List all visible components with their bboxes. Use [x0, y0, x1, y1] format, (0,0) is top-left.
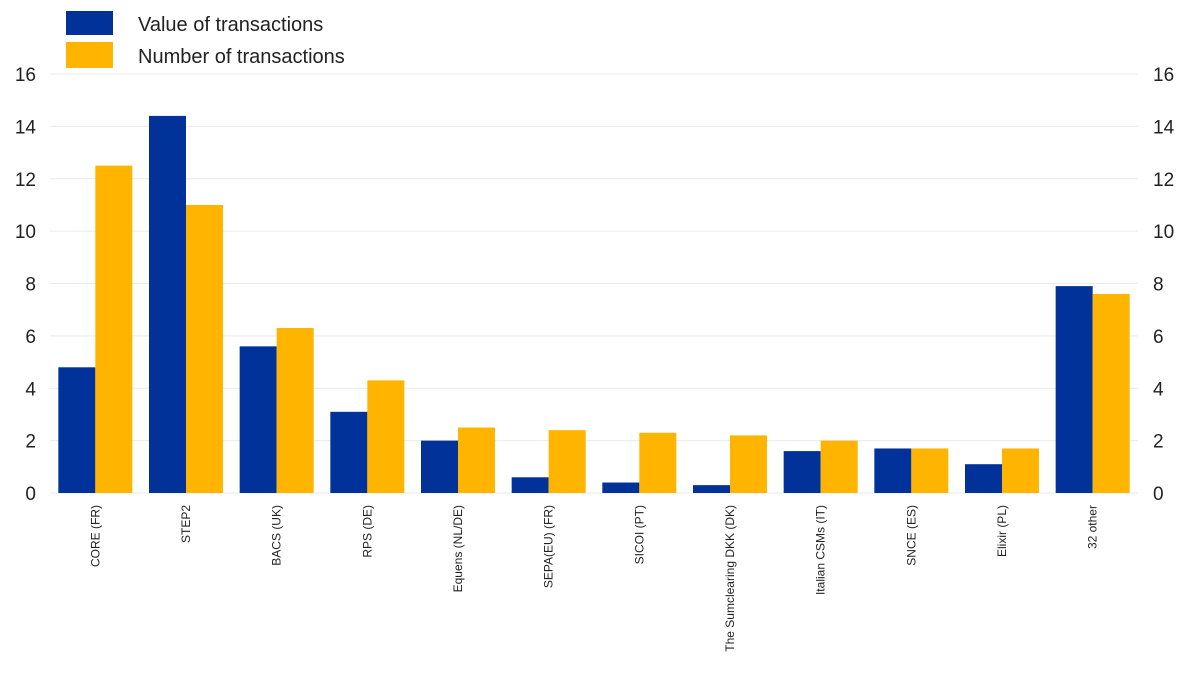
legend: Value of transactions Number of transact… [66, 11, 345, 68]
y-tick-label-right: 12 [1153, 170, 1174, 191]
bar-value [149, 115, 186, 494]
x-tick-label: SEPA(EU) (FR) [542, 505, 556, 588]
bar-value [965, 464, 1002, 493]
bar-number [1002, 448, 1039, 493]
legend-label-number: Number of transactions [138, 46, 345, 68]
y-tick-label-left: 2 [25, 432, 36, 453]
y-tick-label-left: 4 [25, 379, 36, 400]
legend-label-value: Value of transactions [138, 14, 323, 36]
x-tick-label: BACS (UK) [270, 505, 284, 566]
y-tick-label-left: 0 [25, 484, 36, 505]
bar-number [730, 435, 767, 493]
x-tick-label: CORE (FR) [88, 505, 102, 567]
bar-value [421, 440, 458, 493]
y-tick-label-left: 6 [25, 327, 36, 348]
y-tick-label-right: 2 [1153, 432, 1164, 453]
x-tick-label: Italian CSMs (IT) [814, 505, 828, 595]
bar-value [1055, 286, 1093, 493]
bar-number [367, 380, 405, 493]
bar-number [186, 204, 223, 493]
y-tick-label-right: 10 [1153, 222, 1174, 243]
legend-swatch-number [66, 42, 113, 68]
y-tick-label-left: 8 [25, 275, 36, 296]
y-tick-label-left: 12 [15, 170, 36, 191]
bar-number [911, 448, 949, 493]
y-tick-label-left: 10 [15, 222, 36, 243]
y-axis-left: 0 2 4 6 8 10 12 14 16 [15, 65, 37, 505]
bar-number [458, 427, 495, 493]
y-tick-label-right: 14 [1153, 117, 1175, 138]
x-tick-label: 32 other [1086, 505, 1100, 549]
bar-number [820, 440, 858, 493]
x-axis-labels: CORE (FR) STEP2 BACS (UK) RPS (DE) Equens (N… [88, 505, 1099, 652]
bar-value [58, 367, 96, 493]
x-tick-label: The Sumclearing DKK (DK) [723, 505, 737, 652]
bar-number [276, 328, 314, 493]
x-tick-label: STEP2 [179, 505, 193, 543]
y-tick-label-left: 14 [15, 117, 37, 138]
x-tick-label: SNCE (ES) [904, 505, 918, 566]
y-tick-label-right: 0 [1153, 484, 1164, 505]
bar-value [783, 451, 821, 493]
bar-number [548, 430, 586, 493]
bar-value [511, 477, 549, 493]
bar-number [95, 165, 133, 493]
bar-value [874, 448, 912, 493]
y-tick-label-left: 16 [15, 65, 36, 86]
bar-number [1092, 293, 1130, 493]
bar-value [602, 482, 640, 493]
bar-number [639, 432, 677, 493]
y-axis-right: 0 2 4 6 8 10 12 14 16 [1153, 65, 1175, 505]
bar-value [693, 485, 730, 493]
y-tick-label-right: 16 [1153, 65, 1174, 86]
x-tick-label: Elixir (PL) [995, 505, 1009, 557]
x-tick-label: SICOI (PT) [632, 505, 646, 564]
x-tick-label: RPS (DE) [360, 505, 374, 558]
bars [58, 115, 1130, 494]
y-tick-label-right: 4 [1153, 379, 1164, 400]
bar-value [239, 346, 277, 493]
x-tick-label: Equens (NL/DE) [451, 505, 465, 592]
bar-value [330, 411, 368, 493]
gridlines [50, 73, 1138, 494]
legend-swatch-value [66, 11, 113, 35]
y-tick-label-right: 8 [1153, 275, 1164, 296]
y-tick-label-right: 6 [1153, 327, 1164, 348]
